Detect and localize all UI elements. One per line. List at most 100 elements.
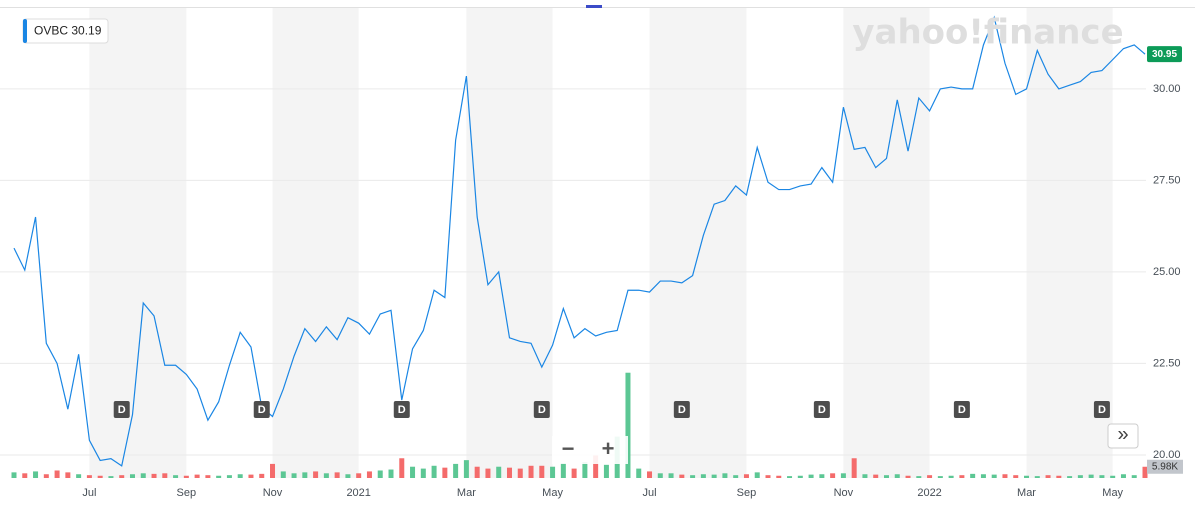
volume-bar <box>356 473 362 478</box>
volume-bar <box>43 474 49 478</box>
drag-handle[interactable] <box>586 5 602 8</box>
volume-bar <box>248 474 254 478</box>
volume-bar <box>140 473 146 478</box>
volume-bar <box>647 471 653 478</box>
x-tick-label: Jul <box>642 487 656 499</box>
volume-bar <box>1099 475 1105 478</box>
price-line <box>13 15 1146 467</box>
volume-bar <box>496 466 502 478</box>
volume-bar <box>65 472 71 478</box>
dividend-label[interactable]: D <box>398 404 406 416</box>
volume-bar <box>743 474 749 478</box>
volume-bar <box>173 475 179 478</box>
dividend-marker[interactable] <box>673 401 690 418</box>
volume-bar <box>560 462 566 478</box>
zoom-out-button[interactable]: − <box>562 436 575 461</box>
dividend-label[interactable]: D <box>258 404 266 416</box>
volume-bar <box>593 455 599 478</box>
volume-bar <box>959 475 965 478</box>
volume-bar <box>937 476 943 478</box>
volume-bar <box>916 476 922 478</box>
x-tick-label: Jul <box>82 487 96 499</box>
volume-bar <box>873 474 879 478</box>
dividend-label[interactable]: D <box>818 404 826 416</box>
volume-bar <box>366 471 372 478</box>
volume-bar <box>420 468 426 478</box>
volume-bar <box>1067 476 1073 478</box>
volume-bar <box>453 463 459 478</box>
volume-bar <box>905 475 911 478</box>
volume-bar <box>302 472 308 478</box>
volume-bar <box>980 474 986 478</box>
dividend-marker[interactable] <box>1093 401 1110 418</box>
volume-bar <box>205 475 211 478</box>
volume-bar <box>754 472 760 478</box>
volume-bar <box>528 465 534 478</box>
zoom-controls: − + <box>552 436 628 464</box>
volume-bar <box>1110 475 1116 478</box>
volume-tag-label: 5.98K <box>1152 461 1178 472</box>
volume-bar <box>636 468 642 478</box>
dividend-label[interactable]: D <box>1098 404 1106 416</box>
legend-label: OVBC 30.19 <box>34 24 102 38</box>
dividend-marker[interactable] <box>813 401 830 418</box>
volume-bar <box>787 476 793 478</box>
x-tick-label: Sep <box>177 487 197 499</box>
price-tag-label: 30.95 <box>1152 49 1177 60</box>
more-button-group[interactable]: » <box>1107 423 1139 449</box>
volume-bar <box>313 471 319 478</box>
month-band <box>272 8 359 478</box>
volume-bar <box>345 474 351 478</box>
volume-bar <box>76 474 82 478</box>
month-band <box>89 8 187 478</box>
volume-bar <box>259 473 265 478</box>
volume-bar <box>54 470 60 478</box>
volume-bar <box>291 473 297 478</box>
volume-bar <box>1131 475 1137 478</box>
volume-bar <box>927 475 933 478</box>
volume-bar <box>410 466 416 478</box>
volume-bar <box>1013 475 1019 478</box>
dividend-label[interactable]: D <box>958 404 966 416</box>
dividend-marker[interactable] <box>953 401 970 418</box>
volume-bar <box>1120 474 1126 478</box>
volume-bar <box>237 474 243 478</box>
volume-bar <box>657 473 663 478</box>
dividend-label[interactable]: D <box>678 404 686 416</box>
more-button[interactable] <box>1107 423 1139 449</box>
volume-bar <box>765 475 771 478</box>
dividend-label[interactable]: D <box>118 404 126 416</box>
volume-bar <box>517 468 523 478</box>
volume-bar <box>129 474 135 478</box>
more-button-label[interactable]: » <box>1117 423 1128 445</box>
volume-bar <box>700 474 706 478</box>
zoom-in-button[interactable]: + <box>602 436 615 461</box>
dividend-marker[interactable] <box>113 401 130 418</box>
dividend-marker[interactable] <box>533 401 550 418</box>
volume-bar <box>711 474 717 478</box>
legend[interactable]: OVBC 30.19 <box>22 18 109 44</box>
volume-bar <box>776 475 782 478</box>
volume-bar <box>194 474 200 478</box>
price-tag <box>1147 46 1182 63</box>
x-tick-label: May <box>1102 487 1123 499</box>
volume-bar <box>97 475 103 478</box>
volume-bar <box>388 469 394 478</box>
month-band <box>649 8 747 478</box>
volume-bar <box>539 465 545 478</box>
volume-bar <box>1045 475 1051 478</box>
volume-bar <box>830 473 836 478</box>
volume-bar <box>1142 466 1148 478</box>
dividend-marker[interactable] <box>253 401 270 418</box>
bands <box>89 8 1113 478</box>
dividend-label[interactable]: D <box>538 404 546 416</box>
volume-bar <box>1024 475 1030 478</box>
volume-bar <box>1088 474 1094 478</box>
volume-bar <box>722 473 728 478</box>
dividend-marker[interactable] <box>393 401 410 418</box>
volume-bar <box>485 468 491 478</box>
volume-bar <box>1034 476 1040 478</box>
legend-value: 30.19 <box>71 24 101 38</box>
y-tick-label: 27.50 <box>1153 174 1181 186</box>
